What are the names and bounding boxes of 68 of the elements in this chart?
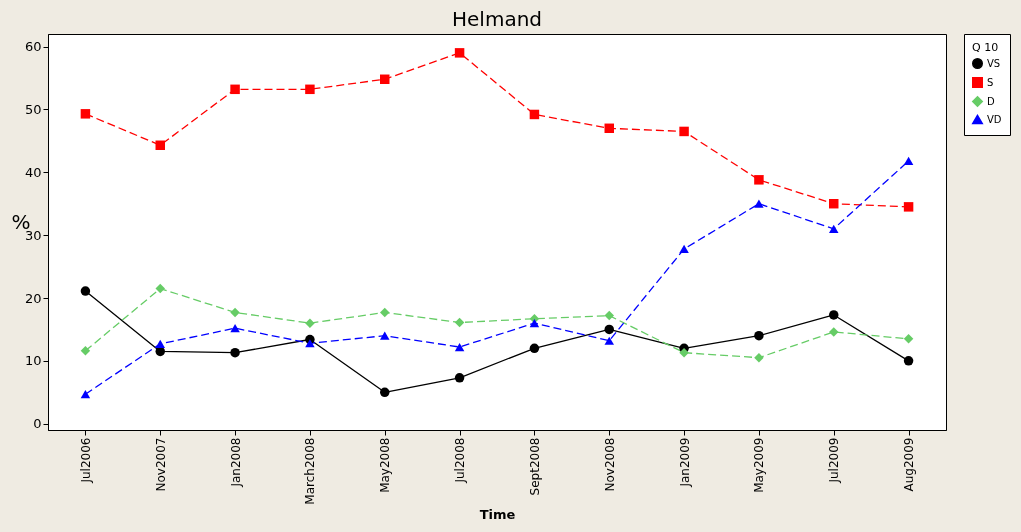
point — [529, 343, 540, 354]
point — [903, 334, 914, 344]
x-tick-label: Sept2008 — [527, 437, 542, 496]
point — [454, 342, 465, 352]
x-axis-title: Time — [479, 506, 516, 522]
point — [230, 347, 240, 358]
point — [80, 286, 91, 296]
y-tick-label: 40 — [24, 164, 42, 180]
point — [529, 319, 540, 328]
point — [829, 327, 839, 337]
point — [604, 310, 614, 321]
x-tick-label: Nov2007 — [153, 437, 168, 492]
point — [604, 123, 614, 134]
y-tick-label: 20 — [24, 290, 42, 306]
x-tick-label: May2008 — [378, 437, 393, 493]
point — [155, 140, 165, 150]
x-tick-label: Aug2009 — [902, 437, 917, 492]
y-tick-label: 0 — [33, 416, 42, 432]
x-tick-label: Jul2008 — [453, 437, 468, 484]
point — [230, 307, 240, 318]
point — [829, 198, 839, 209]
y-tick-label: 60 — [24, 39, 42, 55]
x-tick-label: Jan2009 — [677, 437, 692, 488]
point — [155, 339, 165, 348]
y-tick-label: 50 — [24, 101, 42, 117]
legend-title: Q 10 — [972, 41, 999, 54]
point — [903, 156, 914, 166]
point — [80, 390, 91, 399]
point — [230, 324, 240, 333]
point — [529, 109, 540, 120]
point — [679, 347, 689, 358]
legend-label: S — [987, 76, 994, 88]
chart-title: Helmand — [451, 7, 543, 31]
x-tick-label: Nov2008 — [602, 437, 617, 492]
point — [829, 310, 839, 320]
point — [754, 330, 764, 341]
x-tick-label: Jul2009 — [827, 437, 842, 484]
x-tick-label: Jan2008 — [228, 437, 243, 488]
point — [754, 175, 764, 185]
point — [829, 224, 839, 233]
point — [380, 74, 390, 84]
x-tick-label: Jul2006 — [78, 437, 93, 484]
point — [80, 346, 91, 356]
point — [380, 387, 390, 398]
point — [604, 336, 614, 345]
point — [679, 126, 689, 137]
y-tick-label: 10 — [24, 353, 42, 369]
point — [754, 199, 764, 208]
x-tick-label: May2009 — [752, 437, 767, 493]
point — [903, 356, 914, 366]
point — [380, 307, 390, 318]
point — [454, 373, 465, 383]
point — [155, 283, 165, 294]
point — [604, 324, 614, 335]
point — [903, 202, 914, 212]
point — [230, 84, 240, 95]
point — [305, 339, 315, 348]
legend-label: VD — [987, 113, 1002, 125]
x-tick-label: March2008 — [303, 437, 318, 505]
point — [80, 109, 91, 119]
point — [380, 331, 390, 340]
point — [754, 352, 764, 363]
legend-label: D — [987, 95, 995, 107]
point — [305, 84, 315, 95]
point — [679, 244, 689, 254]
point — [454, 317, 465, 328]
legend-label: VS — [987, 57, 1001, 69]
point — [454, 48, 465, 58]
